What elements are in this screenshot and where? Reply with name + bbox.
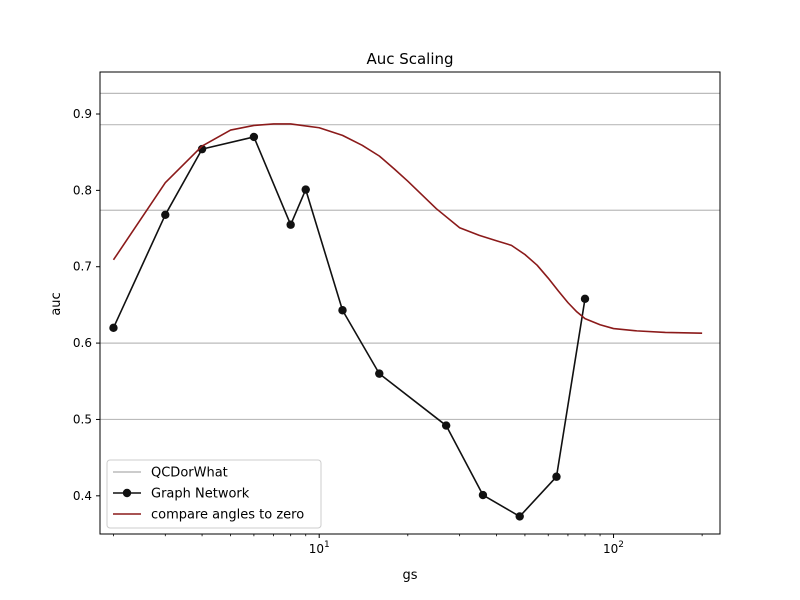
y-tick-label: 0.7	[73, 260, 92, 274]
data-point	[478, 490, 488, 500]
axes: 0.4 0.5 0.6 0.7 0.8 0.9 101 102	[73, 71, 721, 556]
data-point	[286, 220, 295, 229]
plot-area	[100, 92, 720, 521]
data-point	[161, 210, 170, 219]
x-tick-label: 101	[309, 540, 330, 556]
data-point	[197, 144, 207, 154]
data-point	[580, 294, 590, 303]
data-point	[301, 185, 310, 194]
legend-marker	[122, 488, 132, 498]
x-tick-label: 102	[603, 540, 624, 556]
data-point	[552, 472, 561, 481]
series-line	[112, 123, 703, 334]
y-axis-label: auc	[49, 292, 64, 315]
data-point	[515, 512, 524, 521]
legend-label: Graph Network	[151, 487, 250, 502]
legend-label: compare angles to zero	[151, 508, 304, 523]
legend: QCDorWhat Graph Network compare angles to …	[106, 459, 322, 529]
x-axis-label: gs	[402, 568, 417, 583]
data-point	[375, 369, 384, 378]
legend-box	[106, 459, 322, 529]
y-tick-label: 0.8	[73, 183, 92, 197]
plot-frame	[99, 71, 721, 535]
y-tick-label: 0.4	[73, 489, 92, 503]
data-point	[249, 132, 259, 142]
legend-label: QCDorWhat	[151, 466, 228, 481]
data-point	[109, 323, 118, 333]
data-point	[338, 306, 347, 315]
y-tick-label: 0.9	[73, 107, 92, 121]
chart-title: Auc Scaling	[366, 50, 453, 68]
y-tick-label: 0.6	[73, 336, 92, 350]
data-point	[441, 421, 451, 430]
y-tick-label: 0.5	[73, 412, 92, 426]
